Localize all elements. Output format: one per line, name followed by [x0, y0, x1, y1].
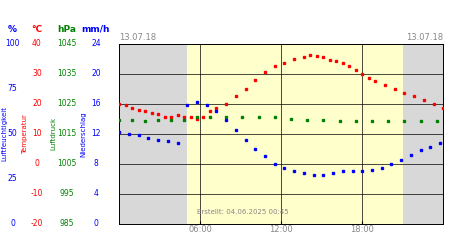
- Text: 1005: 1005: [57, 159, 76, 168]
- Bar: [187, 44, 403, 224]
- Text: 10: 10: [32, 129, 42, 138]
- Text: 1015: 1015: [57, 129, 76, 138]
- Text: 1035: 1035: [57, 69, 76, 78]
- Text: hPa: hPa: [57, 25, 76, 34]
- Text: 1045: 1045: [57, 39, 76, 48]
- Text: 25: 25: [8, 174, 18, 183]
- Text: 24: 24: [91, 39, 101, 48]
- Text: -10: -10: [31, 189, 43, 198]
- Text: -20: -20: [31, 219, 43, 228]
- Text: mm/h: mm/h: [81, 25, 110, 34]
- Text: 0: 0: [94, 219, 98, 228]
- Text: 100: 100: [5, 39, 20, 48]
- Text: 8: 8: [94, 159, 98, 168]
- Text: 1025: 1025: [57, 99, 76, 108]
- Text: 16: 16: [91, 99, 101, 108]
- Text: 0: 0: [35, 159, 39, 168]
- Text: 985: 985: [59, 219, 74, 228]
- Text: 12: 12: [91, 129, 101, 138]
- Text: 13.07.18: 13.07.18: [406, 33, 443, 42]
- Text: Temperatur: Temperatur: [22, 114, 27, 154]
- Text: 30: 30: [32, 69, 42, 78]
- Text: 0: 0: [10, 219, 15, 228]
- Text: 40: 40: [32, 39, 42, 48]
- Text: 20: 20: [91, 69, 101, 78]
- Text: Luftfeuchtigkeit: Luftfeuchtigkeit: [1, 106, 7, 161]
- Text: 995: 995: [59, 189, 74, 198]
- Text: 50: 50: [8, 129, 18, 138]
- Text: Erstellt: 04.06.2025 00:45: Erstellt: 04.06.2025 00:45: [197, 209, 288, 215]
- Text: 75: 75: [8, 84, 18, 93]
- Text: 13.07.18: 13.07.18: [119, 33, 157, 42]
- Text: 20: 20: [32, 99, 42, 108]
- Text: 4: 4: [94, 189, 98, 198]
- Text: %: %: [8, 25, 17, 34]
- Text: Luftdruck: Luftdruck: [50, 117, 56, 150]
- Text: Niederschlag: Niederschlag: [80, 111, 86, 156]
- Text: °C: °C: [32, 25, 42, 34]
